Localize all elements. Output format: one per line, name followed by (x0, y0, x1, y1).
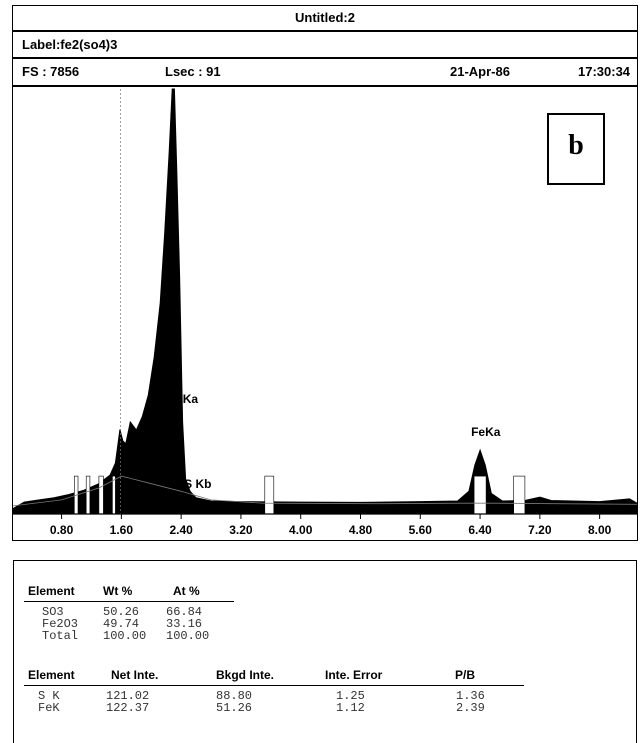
table-cell: 1.36 (456, 689, 485, 703)
window-marker-4 (264, 475, 275, 515)
table-header-rule (24, 601, 234, 602)
table-cell: Total (42, 629, 79, 643)
table-header-1: Wt % (103, 584, 133, 598)
x-tick-label-5: 4.80 (349, 523, 373, 537)
table-cell: 50.26 (103, 605, 140, 619)
table-cell: 122.37 (106, 701, 150, 715)
x-tick-label-1: 1.60 (110, 523, 134, 537)
window-marker-2 (98, 475, 104, 515)
table-header-2: Bkgd Inte. (216, 668, 275, 682)
table-cell: FeK (38, 701, 60, 715)
acquisition-meta-row: FS : 7856 Lsec : 91 21-Apr-86 17:30:34 (12, 58, 638, 86)
panel-letter: b (568, 130, 584, 161)
window-marker-5 (473, 475, 487, 515)
table-cell: 2.39 (456, 701, 485, 715)
table-cell: 100.00 (103, 629, 147, 643)
table-cell: 1.25 (336, 689, 365, 703)
table-header-4: P/B (455, 668, 476, 682)
acquisition-date: 21-Apr-86 (450, 64, 510, 79)
table-cell: Fe2O3 (42, 617, 79, 631)
spectrum-plot: 0.80 1.60 2.40 3.20 4.00 4.80 5.60 6.40 7.20 8.00… (12, 86, 638, 541)
panel-letter-badge: b (547, 113, 605, 185)
x-tick-label-8: 7.20 (528, 523, 552, 537)
window-title-text: Untitled:2 (295, 10, 355, 25)
spectrum-svg: 0.80 1.60 2.40 3.20 4.00 4.80 5.60 6.40 7.20 8.00… (13, 88, 637, 537)
sample-label: Label:fe2(so4)3 (22, 37, 118, 52)
table-header-0: Element (28, 668, 75, 682)
sample-label-row: Label:fe2(so4)3 (12, 31, 638, 58)
window-title: Untitled:2 (12, 5, 638, 31)
table-cell: 88.80 (216, 689, 253, 703)
results-panel: Element Wt % At % SO3 50.26 66.84 Fe2O3 49.74 33… (13, 560, 637, 743)
table-cell: 100.00 (166, 629, 210, 643)
window-marker-6 (513, 475, 526, 515)
window-marker-1 (85, 475, 91, 515)
background-fit-curve (13, 475, 637, 507)
table-cell: S K (38, 689, 60, 703)
table-cell: 1.12 (336, 701, 365, 715)
table-header-0: Element (28, 584, 75, 598)
x-tick-label-7: 6.40 (468, 523, 492, 537)
acquisition-time: 17:30:34 (578, 64, 631, 79)
table-cell: 33.16 (166, 617, 203, 631)
table-cell: SO3 (42, 605, 64, 619)
window-marker-3 (112, 475, 116, 515)
table-cell: 51.26 (216, 701, 253, 715)
live-seconds-value: Lsec : 91 (165, 64, 221, 79)
full-scale-value: FS : 7856 (22, 64, 80, 79)
x-tick-label-9: 8.00 (588, 523, 612, 537)
x-tick-label-6: 5.60 (409, 523, 433, 537)
table-cell: 121.02 (106, 689, 150, 703)
table-header-1: Net Inte. (111, 668, 159, 682)
peak-label-1: S Kb (184, 477, 211, 491)
table-cell: 49.74 (103, 617, 140, 631)
peak-label-2: FeKa (471, 425, 501, 439)
table-cell: 66.84 (166, 605, 203, 619)
table-header-rule (24, 685, 524, 686)
table-header-2: At % (173, 584, 200, 598)
peak-label-0: S Ka (171, 392, 198, 406)
x-tick-label-2: 2.40 (169, 523, 193, 537)
x-tick-label-3: 3.20 (229, 523, 253, 537)
table-header-3: Inte. Error (325, 668, 383, 682)
x-tick-label-0: 0.80 (50, 523, 74, 537)
spectrum-area (13, 88, 637, 515)
x-tick-label-4: 4.00 (289, 523, 313, 537)
